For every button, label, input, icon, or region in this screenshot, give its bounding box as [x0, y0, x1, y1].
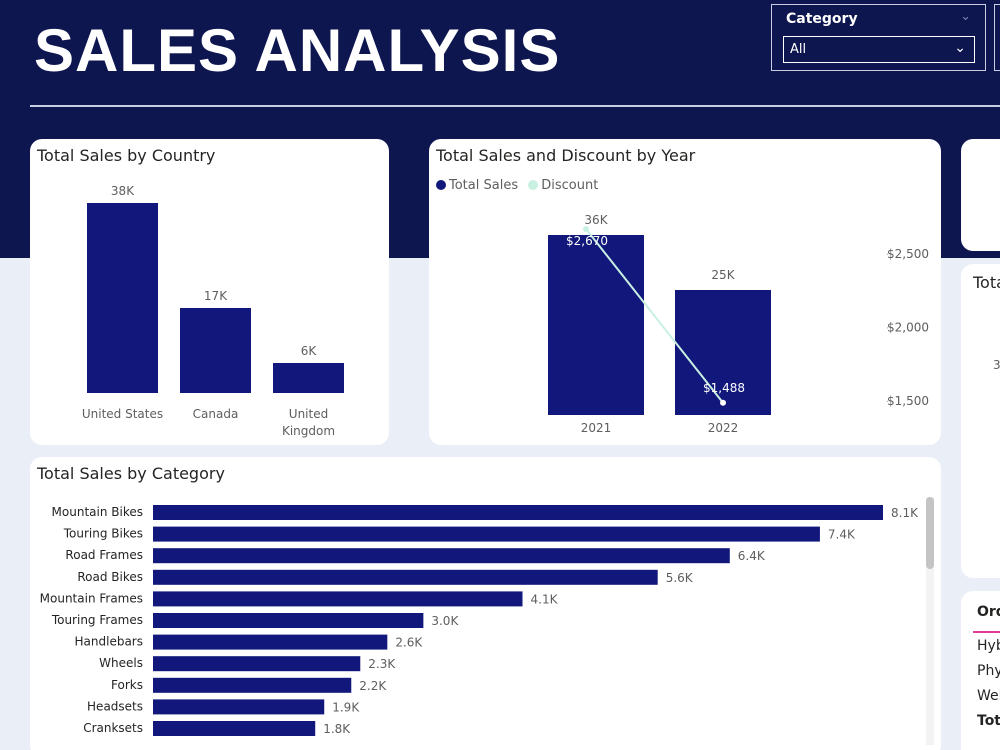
- bar-mountain-bikes[interactable]: [153, 505, 883, 520]
- bar-canada[interactable]: [180, 308, 251, 393]
- legend-label: Total Sales: [449, 178, 519, 193]
- slicer-label: Category: [786, 11, 858, 27]
- category-tick-label: Headsets: [87, 699, 143, 713]
- bar-wheels[interactable]: [153, 656, 361, 672]
- data-label: 17K: [204, 289, 228, 303]
- value-partial: 3: [993, 358, 1000, 372]
- slicer-selected-value: All: [790, 42, 807, 57]
- category-tick-label: Kingdom: [282, 424, 335, 438]
- category-tick-label: Road Bikes: [77, 570, 143, 584]
- bar-forks[interactable]: [153, 677, 352, 693]
- table-row[interactable]: Hyb: [977, 638, 1000, 654]
- category-bar-chart: Mountain Bikes 8.1K Touring Bikes 7.4K Road …: [40, 505, 919, 736]
- axis-tick-mark: ·: [886, 397, 889, 408]
- table-row[interactable]: Wel: [977, 688, 1000, 704]
- dropdown-chevron-icon[interactable]: ⌄: [954, 40, 966, 56]
- discount-point[interactable]: [720, 399, 726, 406]
- bar-cranksets[interactable]: [153, 721, 316, 736]
- category-tick-label: 2021: [581, 421, 612, 435]
- secondary-axis-tick: $2,000: [887, 321, 929, 335]
- chart-title: Total Sales by Category: [37, 464, 225, 483]
- data-label: 6K: [301, 344, 318, 358]
- axis-tick-mark: ·: [886, 250, 889, 261]
- bar-united-kingdom[interactable]: [273, 363, 344, 393]
- data-label: 4.1K: [531, 592, 559, 606]
- category-tick-label: Mountain Bikes: [52, 505, 143, 519]
- category-tick-label: United: [289, 407, 328, 421]
- discount-point[interactable]: [583, 226, 589, 233]
- data-label: 2.6K: [395, 636, 423, 650]
- bar-2022[interactable]: [675, 290, 771, 415]
- discount-data-label: $1,488: [703, 381, 745, 395]
- bar-united-states[interactable]: [87, 203, 158, 393]
- data-label: 5.6K: [666, 571, 694, 585]
- discount-line[interactable]: [585, 228, 724, 404]
- second-slicer-partial[interactable]: [994, 4, 1000, 71]
- category-tick-label: Touring Bikes: [63, 527, 143, 541]
- right-table-card-partial: Ord Hyb Phy Wel Tota: [961, 591, 1000, 750]
- country-bar-chart: 38K United States 17K Canada 6K United Kingdom: [82, 184, 344, 438]
- data-label: 1.8K: [323, 722, 351, 736]
- category-chart-card: Total Sales by Category Mountain Bikes 8.…: [30, 457, 941, 750]
- category-tick-label: Mountain Frames: [40, 591, 143, 605]
- legend-item-total-sales[interactable]: Total Sales: [436, 178, 518, 193]
- bar-handlebars[interactable]: [153, 634, 388, 650]
- table-total-row: Tota: [977, 713, 1000, 729]
- chart-title: Total Sales and Discount by Year: [436, 146, 696, 165]
- legend-label: Discount: [541, 178, 599, 193]
- chevron-down-icon[interactable]: ⌄: [960, 9, 971, 24]
- data-label: 38K: [111, 184, 135, 198]
- category-scrollbar-thumb[interactable]: [926, 497, 934, 569]
- category-slicer[interactable]: Category ⌄ All ⌄: [771, 4, 986, 71]
- country-chart-card: Total Sales by Country 38K United States 1…: [30, 139, 389, 445]
- data-label: 1.9K: [332, 700, 360, 714]
- category-tick-label: Road Frames: [65, 548, 143, 562]
- bar-road-frames[interactable]: [153, 548, 730, 564]
- category-tick-label: 2022: [708, 421, 739, 435]
- category-tick-label: Cranksets: [83, 721, 143, 735]
- category-tick-label: United States: [82, 407, 163, 421]
- category-tick-label: Forks: [111, 678, 143, 692]
- data-label: 7.4K: [828, 528, 856, 542]
- data-label: 25K: [711, 268, 735, 282]
- year-combo-chart: 36K202125K2022$1,500·$2,000·$2,500·$2,67…: [548, 213, 929, 435]
- legend-item-discount[interactable]: Discount: [528, 178, 598, 193]
- secondary-axis-tick: $1,500: [887, 394, 929, 408]
- chart-title-partial: Tota: [973, 273, 1000, 292]
- data-label: 36K: [584, 213, 608, 227]
- right-chart-card-partial: Tota 3: [961, 264, 1000, 578]
- legend-dot-icon: [436, 180, 446, 190]
- bar-road-bikes[interactable]: [153, 569, 658, 585]
- data-label: 2.3K: [368, 657, 396, 671]
- category-tick-label: Handlebars: [75, 635, 143, 649]
- bar-headsets[interactable]: [153, 699, 325, 715]
- data-label: 2.2K: [359, 679, 387, 693]
- bar-mountain-frames[interactable]: [153, 591, 523, 607]
- page-title: SALES ANALYSIS: [34, 17, 561, 84]
- category-tick-label: Canada: [193, 407, 239, 421]
- discount-data-label: $2,670: [566, 234, 608, 248]
- data-label: 6.4K: [738, 549, 766, 563]
- data-label: 8.1K: [891, 506, 919, 520]
- bar-2021[interactable]: [548, 235, 644, 415]
- slicer-dropdown[interactable]: All ⌄: [783, 36, 975, 63]
- bar-touring-frames[interactable]: [153, 613, 424, 628]
- category-tick-label: Touring Frames: [51, 613, 143, 627]
- right-kpi-card-partial: [961, 139, 1000, 251]
- bar-touring-bikes[interactable]: [153, 526, 820, 542]
- secondary-axis-tick: $2,500: [887, 247, 929, 261]
- table-header-rule: [973, 631, 1000, 633]
- category-tick-label: Wheels: [99, 656, 143, 670]
- year-chart-card: Total Sales and Discount by Year Total S…: [429, 139, 941, 445]
- chart-title: Total Sales by Country: [37, 146, 216, 165]
- legend-dot-icon: [528, 180, 539, 190]
- title-divider: [30, 105, 1000, 107]
- table-row[interactable]: Phy: [977, 663, 1000, 679]
- chart-legend: Total Sales Discount: [436, 178, 604, 193]
- table-header-partial: Ord: [977, 604, 1000, 620]
- category-scrollbar-track[interactable]: [926, 497, 934, 745]
- data-label: 3.0K: [431, 614, 459, 628]
- axis-tick-mark: ·: [886, 324, 889, 335]
